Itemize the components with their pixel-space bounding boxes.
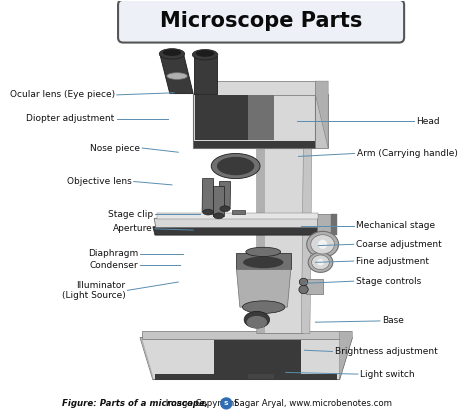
Text: S: S [224, 401, 228, 406]
Ellipse shape [318, 240, 328, 249]
Polygon shape [248, 95, 274, 140]
Polygon shape [257, 126, 265, 333]
Polygon shape [157, 213, 318, 219]
Text: Head: Head [416, 117, 439, 126]
Text: Diaphragm: Diaphragm [88, 249, 138, 258]
Text: Brightness adjustment: Brightness adjustment [335, 347, 438, 356]
Text: Stage controls: Stage controls [356, 277, 421, 286]
Polygon shape [315, 81, 328, 148]
Polygon shape [339, 331, 352, 380]
Ellipse shape [299, 278, 308, 286]
Polygon shape [257, 118, 314, 129]
Text: Ocular lens (Eye piece): Ocular lens (Eye piece) [9, 90, 115, 100]
Text: Condenser: Condenser [90, 261, 138, 270]
Polygon shape [194, 141, 315, 148]
Ellipse shape [246, 316, 267, 328]
Text: Image Copyright: Image Copyright [163, 399, 237, 408]
Polygon shape [214, 340, 301, 379]
Ellipse shape [311, 255, 329, 270]
Circle shape [221, 398, 232, 409]
Polygon shape [331, 214, 337, 235]
Ellipse shape [214, 213, 224, 219]
Text: Figure: Parts of a microscope,: Figure: Parts of a microscope, [63, 399, 209, 408]
Text: Light switch: Light switch [360, 370, 415, 378]
Text: Sagar Aryal, www.microbenotes.com: Sagar Aryal, www.microbenotes.com [234, 399, 392, 408]
Polygon shape [210, 210, 222, 214]
Polygon shape [237, 270, 291, 307]
Text: Microscope Parts: Microscope Parts [160, 11, 362, 31]
Text: Arm (Carrying handle): Arm (Carrying handle) [356, 149, 457, 158]
Ellipse shape [196, 50, 214, 57]
Polygon shape [219, 181, 230, 209]
Ellipse shape [299, 285, 308, 294]
Ellipse shape [311, 235, 335, 254]
Ellipse shape [308, 252, 333, 273]
Polygon shape [193, 94, 315, 148]
Polygon shape [301, 126, 312, 333]
Text: Illuminator
(Light Source): Illuminator (Light Source) [62, 281, 125, 300]
Ellipse shape [244, 311, 270, 328]
Ellipse shape [167, 73, 187, 79]
Text: Base: Base [382, 316, 404, 326]
Ellipse shape [307, 231, 338, 257]
Ellipse shape [192, 50, 218, 60]
Ellipse shape [242, 301, 285, 313]
Polygon shape [195, 95, 248, 140]
Polygon shape [232, 210, 245, 214]
Ellipse shape [246, 247, 281, 257]
Polygon shape [140, 338, 153, 380]
Text: Mechanical stage: Mechanical stage [356, 221, 435, 231]
Text: Stage clip: Stage clip [108, 210, 153, 219]
Text: Coarse adjustment: Coarse adjustment [356, 240, 441, 249]
Ellipse shape [203, 209, 213, 215]
Ellipse shape [317, 259, 324, 266]
Polygon shape [202, 178, 214, 212]
Polygon shape [160, 55, 193, 94]
Polygon shape [236, 253, 291, 270]
Ellipse shape [243, 257, 283, 268]
Polygon shape [142, 331, 351, 339]
FancyBboxPatch shape [118, 0, 404, 42]
Ellipse shape [220, 206, 230, 212]
Polygon shape [155, 374, 337, 380]
Ellipse shape [163, 49, 181, 56]
Ellipse shape [159, 49, 185, 59]
Polygon shape [154, 218, 320, 228]
Polygon shape [194, 56, 217, 94]
Polygon shape [213, 186, 224, 216]
Text: Nose piece: Nose piece [90, 144, 140, 152]
Polygon shape [153, 227, 323, 235]
Text: Diopter adjustment: Diopter adjustment [27, 114, 115, 123]
Polygon shape [257, 126, 306, 333]
Text: Fine adjustment: Fine adjustment [356, 257, 429, 265]
Ellipse shape [211, 153, 260, 178]
Polygon shape [140, 338, 352, 380]
Polygon shape [315, 94, 328, 148]
Polygon shape [306, 279, 323, 294]
Text: Objective lens: Objective lens [67, 177, 132, 186]
Polygon shape [198, 81, 315, 95]
Polygon shape [317, 214, 332, 235]
Polygon shape [247, 374, 274, 379]
Ellipse shape [217, 157, 255, 175]
Text: Aperture: Aperture [113, 224, 153, 234]
